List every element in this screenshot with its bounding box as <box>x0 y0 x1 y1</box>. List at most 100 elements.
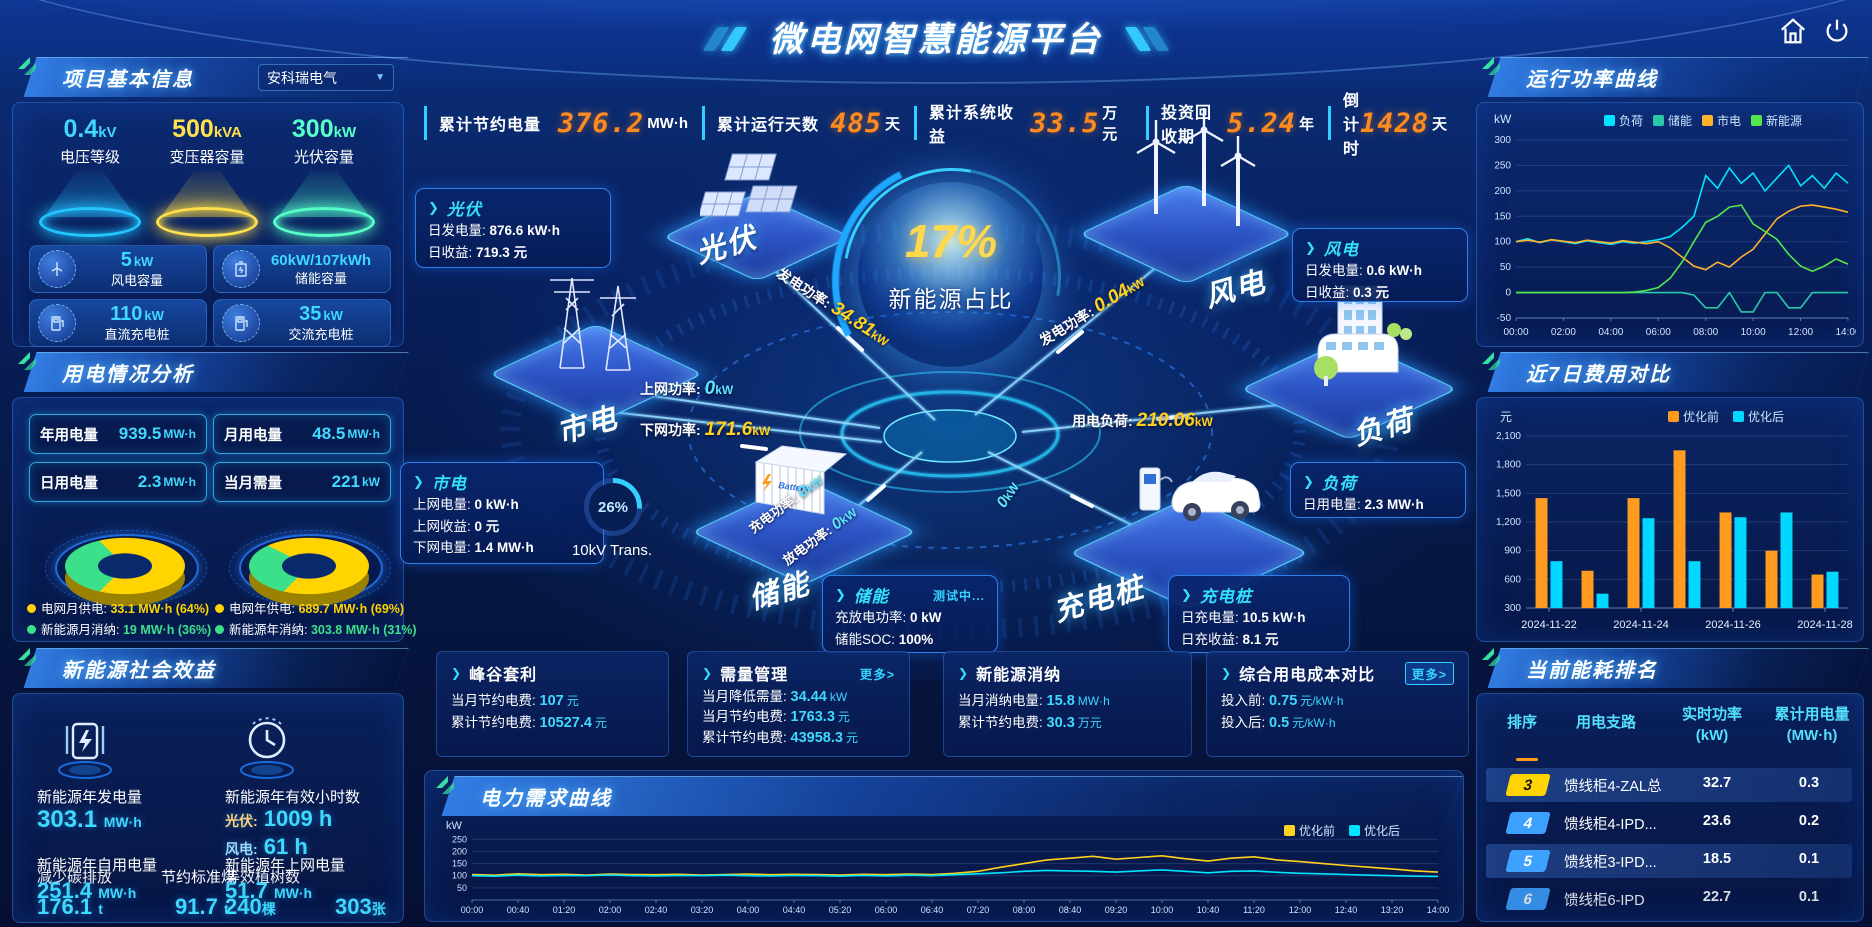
transformer-load-gauge: 26% <box>584 478 642 536</box>
panel-peak-valley: ❯ 峰谷套利 当月节约电费: 107 元 累计节约电费: 10527.4 元 <box>436 651 669 757</box>
company-selector[interactable]: 安科瑞电气 ▼ <box>258 64 394 91</box>
panel-title: 新能源社会效益 <box>62 660 216 682</box>
svg-text:250: 250 <box>452 834 467 844</box>
panel-header-ranking: 当前能耗排名 <box>1476 648 1869 688</box>
panel-header-benefit: 新能源社会效益 <box>12 648 409 688</box>
table-row[interactable]: 6 馈线柜6-IPD 22.7 0.1 <box>1486 882 1852 916</box>
svg-text:06:40: 06:40 <box>921 905 944 915</box>
svg-text:100: 100 <box>452 871 467 881</box>
green-dot-icon <box>27 625 36 634</box>
svg-text:11:20: 11:20 <box>1243 905 1265 915</box>
panel-title: 当前能耗排名 <box>1526 660 1658 682</box>
renewable-share-label: 新能源占比 <box>888 286 1014 312</box>
chevron-icon: ❯ <box>1181 587 1193 602</box>
power-icon[interactable] <box>1822 16 1856 50</box>
building-icon <box>1314 285 1412 386</box>
panel-corner-icon <box>18 57 36 75</box>
svg-text:250: 250 <box>1494 160 1511 171</box>
green-dot-icon <box>215 625 224 634</box>
donut-year-supply <box>229 506 391 607</box>
legend-renewable-year: 新能源年消纳: 303.8 MW·h (31%) <box>215 619 417 638</box>
demand-legend[interactable]: 优化前 优化后 <box>1284 822 1400 839</box>
page-title: 微电网智慧能源平台 <box>636 12 1236 61</box>
gauge-value: 26% <box>589 483 637 531</box>
panel-title: 近7日费用对比 <box>1526 364 1672 386</box>
home-icon[interactable] <box>1778 16 1812 50</box>
svg-text:08:00: 08:00 <box>1013 905 1036 915</box>
stat-day-usage: 日用电量 2.3 MW·h <box>29 462 207 502</box>
panel-title: 用电情况分析 <box>62 364 194 386</box>
demand-curve-chart: 50 100 150 200 250 00:00 00:40 01:20 02:00 02:40 0… <box>452 834 1449 915</box>
yellow-dot-icon <box>27 604 36 613</box>
battery-icon <box>222 250 260 288</box>
panel-header-cost-compare: 近7日费用对比 <box>1476 352 1869 392</box>
chevron-down-icon: ▼ <box>375 72 385 83</box>
legend-color <box>1349 825 1361 836</box>
ev-charger-icon <box>1139 467 1261 521</box>
kpi-run-days: 累计运行天数 485 天 <box>702 106 914 140</box>
pedestal-transformer: 500kVA 变压器容量 <box>152 115 262 237</box>
svg-text:01:20: 01:20 <box>553 905 576 915</box>
panel-power-curve <box>1476 102 1864 347</box>
solar-panels-icon <box>700 153 798 217</box>
battery-container-icon: Battery <box>754 445 848 515</box>
table-row[interactable]: 5 馈线柜3-IPD... 18.5 0.1 <box>1486 844 1852 878</box>
panel-title: 电力需求曲线 <box>480 788 612 810</box>
more-button[interactable]: 更多> <box>859 667 895 682</box>
legend-color <box>1702 115 1714 126</box>
storage-info-box: ❯ 储能 测试中... 充放电功率: 0 kW 储能SOC: 100% <box>822 575 998 653</box>
svg-text:2024-11-24: 2024-11-24 <box>1613 619 1668 631</box>
charger-info-box: ❯ 充电桩 日充电量: 10.5 kW·h 日充收益: 8.1 元 <box>1168 575 1350 653</box>
chevron-icon: ❯ <box>1221 666 1233 680</box>
svg-text:08:00: 08:00 <box>1693 327 1718 338</box>
card-ac-charger: 35 kW 交流充电桩 <box>213 299 391 347</box>
panel-renewable-consumption: ❯ 新能源消纳 当月消纳电量: 15.8 MW·h 累计节约电费: 30.3 万元 <box>943 651 1192 757</box>
svg-text:10:00: 10:00 <box>1741 327 1766 338</box>
rank-badge: 5 <box>1505 850 1551 872</box>
legend-color <box>1604 115 1615 126</box>
svg-text:09:20: 09:20 <box>1105 905 1128 915</box>
table-row[interactable]: 4 馈线柜4-IPD... 23.6 0.2 <box>1486 806 1852 840</box>
svg-text:2024-11-28: 2024-11-28 <box>1797 619 1852 631</box>
power-curve-chart: -50 0 50 100 150 200 250 300 00:00 02:00 04:00 06:0… <box>1494 135 1856 338</box>
node-label-charger[interactable]: 充电桩 <box>1050 571 1149 629</box>
power-legend[interactable]: 负荷 储能 市电 新能源 <box>1604 112 1802 129</box>
svg-text:1,500: 1,500 <box>1496 488 1521 499</box>
more-button[interactable]: 更多> <box>1404 661 1454 685</box>
kpi-revenue: 累计系统收益 33.5 万元 <box>914 105 1146 146</box>
flow-charger-power: 0kW <box>993 480 1022 511</box>
cost-legend[interactable]: 优化前 优化后 <box>1668 408 1784 425</box>
pv-info-box: ❯ 光伏 日发电量: 876.6 kW·h 日收益: 719.3 元 <box>415 188 611 268</box>
kpi-payback: 投资回收期 5.24 年 <box>1146 105 1328 146</box>
light-cone <box>161 171 253 217</box>
svg-text:300: 300 <box>1504 603 1521 614</box>
svg-text:00:00: 00:00 <box>461 905 484 915</box>
header-swoosh <box>0 0 1872 84</box>
node-label-storage[interactable]: 储能 <box>745 567 815 616</box>
gauge-label: 10kV Trans. <box>571 542 653 559</box>
panel-header-power-curve: 运行功率曲线 <box>1476 57 1869 97</box>
svg-text:50: 50 <box>457 883 467 893</box>
flow-grid-export: 上网功率: 0kW <box>640 378 734 399</box>
charger-icon <box>38 304 76 342</box>
legend-grid-month: 电网月供电: 33.1 MW·h (64%) <box>27 598 209 617</box>
pedestal-voltage: 0.4kV 电压等级 <box>35 115 145 237</box>
chevron-icon: ❯ <box>1303 474 1315 489</box>
panel-corner-icon <box>18 648 36 666</box>
charger-icon <box>222 304 260 342</box>
svg-text:08:40: 08:40 <box>1059 905 1082 915</box>
rank-badge: 3 <box>1505 774 1551 796</box>
table-row[interactable]: 3 馈线柜4-ZAL总 32.7 0.3 <box>1486 768 1852 802</box>
flow-grid-import: 下网功率: 171.6kW <box>640 419 771 440</box>
card-dc-charger: 110 kW 直流充电桩 <box>29 299 207 347</box>
panel-header-demand-curve: 电力需求曲线 <box>430 776 1463 816</box>
svg-text:1,800: 1,800 <box>1496 460 1521 471</box>
panel-benefit: 新能源年发电量 303.1 MW·h 新能源年有效小时数 光伏: 1009 h … <box>12 693 404 923</box>
svg-text:12:00: 12:00 <box>1788 327 1813 338</box>
power-y-unit: kW <box>1494 112 1512 126</box>
svg-text:04:00: 04:00 <box>737 905 760 915</box>
svg-text:100: 100 <box>1494 237 1511 248</box>
scroll-remnant-dash <box>1516 758 1538 761</box>
panel-corner-icon <box>1482 648 1500 666</box>
svg-text:300: 300 <box>1494 135 1511 146</box>
